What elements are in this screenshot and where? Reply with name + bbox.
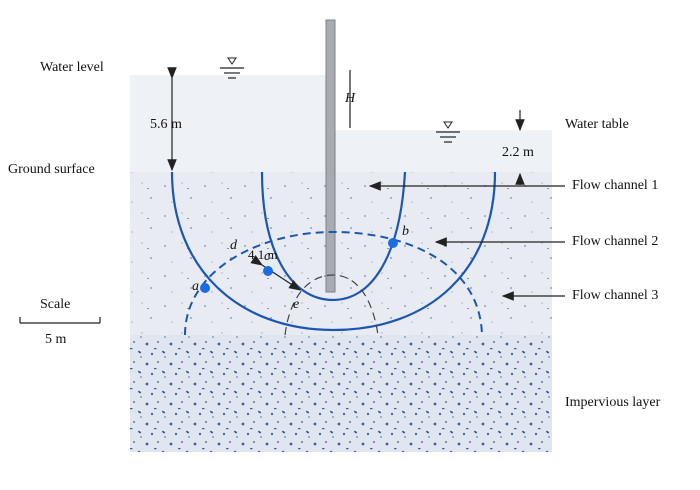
downstream-depth: 2.2 m: [502, 145, 534, 160]
flow-channel-3: Flow channel 3: [572, 288, 658, 303]
water-level-label: Water level: [40, 60, 104, 75]
flow-channel-1: Flow channel 1: [572, 178, 658, 193]
upstream-depth: 5.6 m: [150, 117, 182, 132]
point-b: b: [402, 224, 409, 239]
impervious-layer-label: Impervious layer: [565, 395, 661, 410]
distance-label: 4.1 m: [248, 247, 278, 262]
points: [200, 238, 398, 293]
scale-length: 5 m: [45, 332, 67, 347]
water-table-label: Water table: [565, 117, 629, 132]
point-c: c: [264, 249, 271, 264]
water-marks: [227, 57, 453, 129]
ground-surface-label: Ground surface: [8, 162, 95, 177]
point-a: a: [192, 279, 199, 294]
sheet-pile: [325, 19, 336, 293]
ground: [130, 75, 552, 452]
head-label: H: [344, 91, 356, 106]
equipotential-lines: [184, 230, 483, 336]
scale-label: Scale: [40, 297, 70, 312]
flow-channel-2: Flow channel 2: [572, 234, 658, 249]
dimension-lines: [19, 67, 565, 324]
point-d: d: [230, 238, 238, 253]
point-e: e: [293, 297, 299, 312]
